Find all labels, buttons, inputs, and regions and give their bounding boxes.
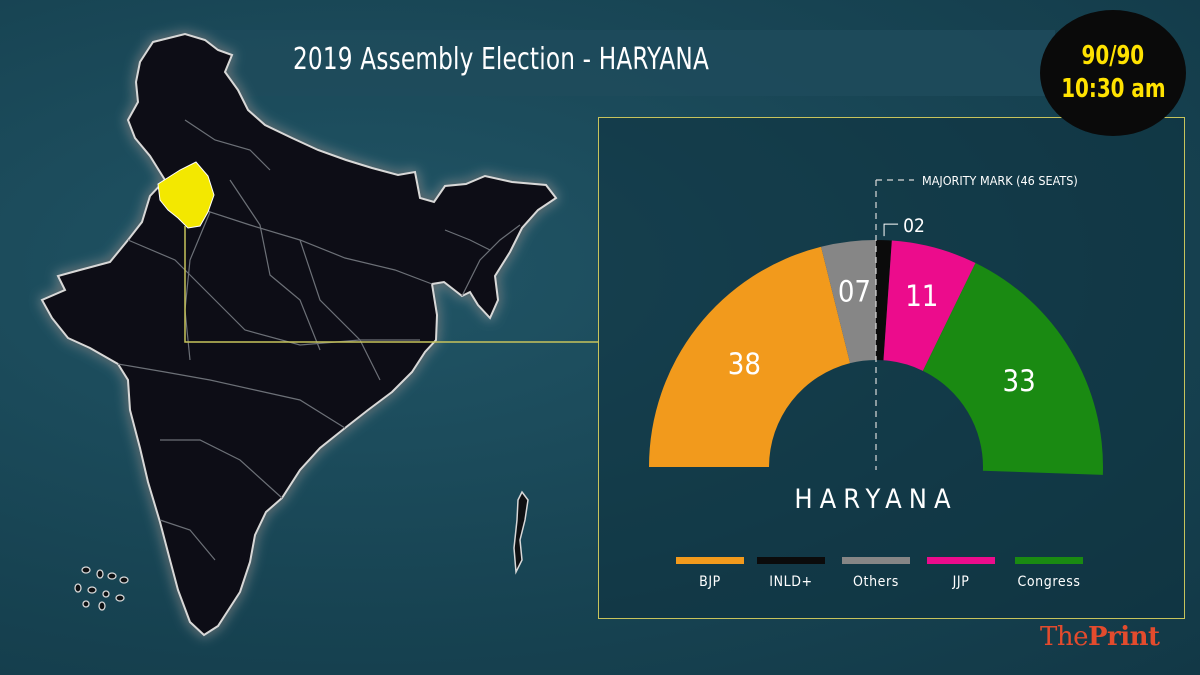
lakshadweep-islands xyxy=(74,566,129,611)
legend-swatch xyxy=(676,557,744,564)
legend-label: BJP xyxy=(699,574,721,590)
majority-mark-label: MAJORITY MARK (46 SEATS) xyxy=(922,173,1078,188)
legend-swatch xyxy=(927,557,995,564)
segment-label-bjp: 38 xyxy=(728,347,761,381)
legend-label: JJP xyxy=(952,574,970,590)
title-band xyxy=(140,30,1055,96)
legend-item-congress: Congress xyxy=(1010,557,1088,590)
count-label: 90/90 xyxy=(1081,41,1145,71)
legend-label: Others xyxy=(853,574,899,590)
haryana-highlight xyxy=(157,161,215,229)
segment-label-inld: 02 xyxy=(903,215,925,237)
connector-line xyxy=(184,226,598,343)
legend-item-inld: INLD+ xyxy=(752,557,830,590)
count-badge: 90/90 10:30 am xyxy=(1040,10,1186,136)
time-label: 10:30 am xyxy=(1060,74,1166,104)
segment-congress xyxy=(922,262,1103,475)
page-title: 2019 Assembly Election - HARYANA xyxy=(293,42,710,77)
legend-swatch xyxy=(1015,557,1083,564)
segment-label-congress: 33 xyxy=(1003,364,1036,398)
legend-swatch xyxy=(842,557,910,564)
state-borders xyxy=(117,119,521,561)
segment-others xyxy=(821,240,876,364)
segment-inld xyxy=(876,240,892,361)
state-label: HARYANA xyxy=(794,484,958,515)
segment-label-jjp: 11 xyxy=(905,279,938,313)
legend-swatch xyxy=(757,557,825,564)
segment-bjp xyxy=(649,246,851,467)
segment-jjp xyxy=(883,240,976,371)
legend-item-bjp: BJP xyxy=(671,557,749,590)
legend-item-others: Others xyxy=(837,557,915,590)
leader-line xyxy=(883,223,899,237)
legend-label: Congress xyxy=(1017,574,1081,590)
legend-label: INLD+ xyxy=(769,574,813,590)
legend-item-jjp: JJP xyxy=(922,557,1000,590)
segment-label-others: 07 xyxy=(838,274,871,308)
brand-logo: ThePrint xyxy=(1040,622,1160,652)
brand-part-2: Print xyxy=(1087,622,1160,652)
andaman-islands xyxy=(513,490,529,575)
brand-part-1: The xyxy=(1040,622,1088,652)
